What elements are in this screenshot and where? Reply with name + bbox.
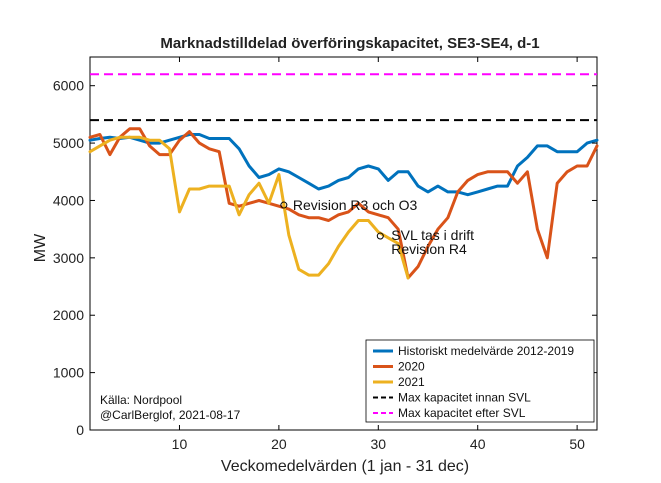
annotation-marker-svl [376, 232, 384, 240]
x-tick-label: 50 [569, 436, 585, 452]
y-tick-label: 0 [76, 422, 84, 438]
plot-area: 10 20 30 40 50 0 1000 2000 3000 4000 5000 6000 Revi… [53, 56, 599, 452]
x-axis-title: Veckomedelvärden (1 jan - 31 dec) [221, 458, 469, 475]
annotation-marker-revision-r3-o3 [280, 201, 288, 209]
tick-layer: 10 20 30 40 50 0 1000 2000 3000 4000 5000 6000 [53, 57, 597, 452]
annotation-revision-r4: Revision R4 [391, 241, 467, 257]
series-line-2020 [88, 127, 599, 280]
series-line-2021 [88, 135, 410, 280]
y-tick-label: 5000 [53, 135, 84, 151]
source-line-author: @CarlBerglof, 2021-08-17 [100, 408, 241, 422]
y-tick-label: 6000 [53, 78, 84, 94]
x-tick-label: 20 [271, 436, 287, 452]
annotation-layer: Revision R3 och O3 SVL tas i drift Revis… [280, 197, 474, 257]
x-tick-label: 40 [470, 436, 486, 452]
y-tick-label: 3000 [53, 250, 84, 266]
x-tick-label: 10 [172, 436, 188, 452]
y-tick-label: 1000 [53, 365, 84, 381]
legend-label-max-kapacitet-innan-svl: Max kapacitet innan SVL [398, 391, 531, 405]
legend-label-2020: 2020 [398, 360, 425, 374]
chart-title: Marknadstilldelad överföringskapacitet, … [160, 35, 539, 52]
legend-label-max-kapacitet-efter-svl: Max kapacitet efter SVL [398, 406, 526, 420]
source-line-nordpool: Källa: Nordpool [100, 393, 182, 407]
y-tick-label: 4000 [53, 192, 84, 208]
annotation-revision-r3-o3: Revision R3 och O3 [293, 197, 418, 213]
legend-label-historiskt-medelv-rde-2012-2019: Historiskt medelvärde 2012-2019 [398, 344, 574, 358]
legend-label-2021: 2021 [398, 375, 425, 389]
plot-frame [89, 56, 598, 431]
source-note: Källa: Nordpool @CarlBerglof, 2021-08-17 [100, 393, 241, 422]
y-tick-label: 2000 [53, 307, 84, 323]
legend-box [365, 339, 595, 423]
x-tick-label: 30 [371, 436, 387, 452]
series-layer [88, 73, 599, 280]
annotation-svl-tas-i-drift: SVL tas i drift [391, 227, 474, 243]
y-axis-title: MW [32, 233, 49, 262]
